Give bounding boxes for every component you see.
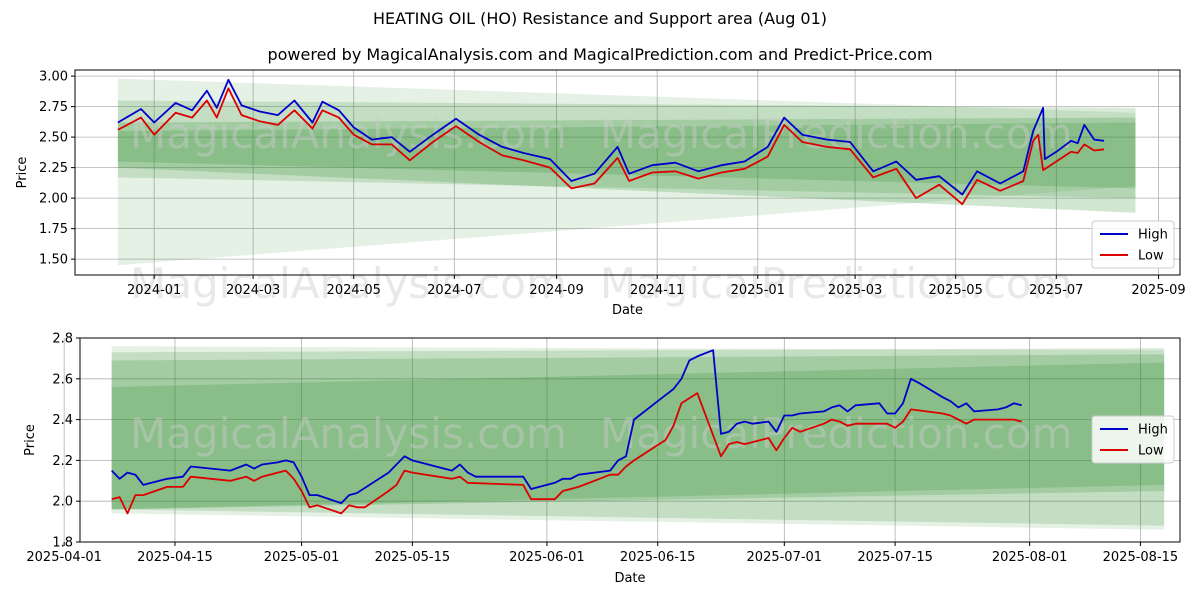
legend-label-high: High	[1138, 228, 1168, 243]
x-tick-label: 2025-07	[1029, 283, 1083, 298]
series-line-low	[117, 87, 1105, 206]
legend: High Low	[1091, 415, 1175, 464]
x-axis-label: Date	[614, 571, 645, 586]
x-tick-label: 2025-08-15	[1103, 550, 1179, 565]
series-line-high	[117, 78, 1105, 196]
x-tick-label: 2024-07	[427, 283, 481, 298]
y-tick-label: 3.00	[39, 70, 68, 85]
legend-label-high: High	[1138, 423, 1168, 438]
chart-title: HEATING OIL (HO) Resistance and Support …	[372, 9, 828, 28]
x-axis-label: Date	[612, 303, 643, 318]
x-tick-label: 2025-05-15	[375, 550, 451, 565]
y-tick-label: 2.8	[52, 332, 73, 347]
y-tick-label: 2.6	[52, 372, 73, 387]
x-tick-label: 2025-04-01	[26, 550, 102, 565]
y-tick-label: 1.75	[39, 222, 68, 237]
watermark-text: MagicalAnalysis.com	[130, 409, 567, 458]
watermark-text: MagicalPrediction.com	[600, 109, 1073, 158]
x-tick-label: 2024-01	[127, 283, 181, 298]
plot-frame	[79, 337, 1181, 543]
band-1	[111, 346, 1165, 530]
legend-box	[1091, 415, 1175, 464]
x-tick-label: 2025-07-01	[747, 550, 823, 565]
plot-frame	[74, 69, 1181, 276]
y-axis-label: Price	[15, 157, 30, 189]
y-tick-label: 2.2	[52, 454, 73, 469]
series-line-high	[111, 349, 1022, 505]
band-3	[111, 354, 1165, 510]
watermark-text: MagicalAnalysis.com	[130, 109, 567, 158]
watermark-text: MagicalAnalysis.com	[130, 259, 567, 308]
y-tick-label: 2.25	[39, 161, 68, 176]
x-tick-label: 2025-04-15	[137, 550, 213, 565]
x-tick-label: 2025-03	[828, 283, 882, 298]
y-tick-label: 2.00	[39, 192, 68, 207]
band-1	[117, 78, 1136, 266]
legend-label-low: Low	[1138, 444, 1164, 459]
x-tick-label: 2025-01	[731, 283, 785, 298]
y-tick-label: 2.4	[52, 413, 73, 428]
y-tick-label: 1.8	[52, 536, 73, 551]
x-tick-label: 2025-05-01	[264, 550, 340, 565]
series-lines	[117, 78, 1105, 206]
x-tick-label: 2025-07-15	[857, 550, 933, 565]
x-tick-label: 2025-05	[929, 283, 983, 298]
x-tick-label: 2025-08-01	[992, 550, 1068, 565]
series-lines	[111, 349, 1022, 515]
y-tick-label: 2.75	[39, 100, 68, 115]
x-tick-label: 2024-03	[226, 283, 280, 298]
x-tick-label: 2024-11	[630, 283, 684, 298]
legend-box	[1091, 220, 1175, 269]
x-tick-label: 2025-06-01	[509, 550, 585, 565]
band-4	[111, 362, 1165, 510]
x-tick-label: 2024-09	[529, 283, 583, 298]
chart-subtitle: powered by MagicalAnalysis.com and Magic…	[267, 45, 933, 64]
series-line-low	[111, 392, 1022, 515]
x-tick-label: 2025-06-15	[620, 550, 696, 565]
x-tick-label: 2024-05	[327, 283, 381, 298]
x-tick-label: 2025-09	[1131, 283, 1185, 298]
chart-panel-1: MagicalAnalysis.com MagicalPrediction.com…	[15, 69, 1186, 318]
chart-panel-2: MagicalAnalysis.com MagicalPrediction.com…	[23, 332, 1181, 586]
y-axis-label: Price	[23, 424, 38, 456]
legend: High Low	[1091, 220, 1175, 269]
band-3	[117, 117, 1136, 213]
y-tick-label: 1.50	[39, 253, 68, 268]
legend-label-low: Low	[1138, 249, 1164, 264]
y-tick-label: 2.50	[39, 131, 68, 146]
y-tick-label: 2.0	[52, 495, 73, 510]
watermark-text: MagicalPrediction.com	[600, 259, 1073, 308]
watermark-text: MagicalPrediction.com	[600, 409, 1073, 458]
